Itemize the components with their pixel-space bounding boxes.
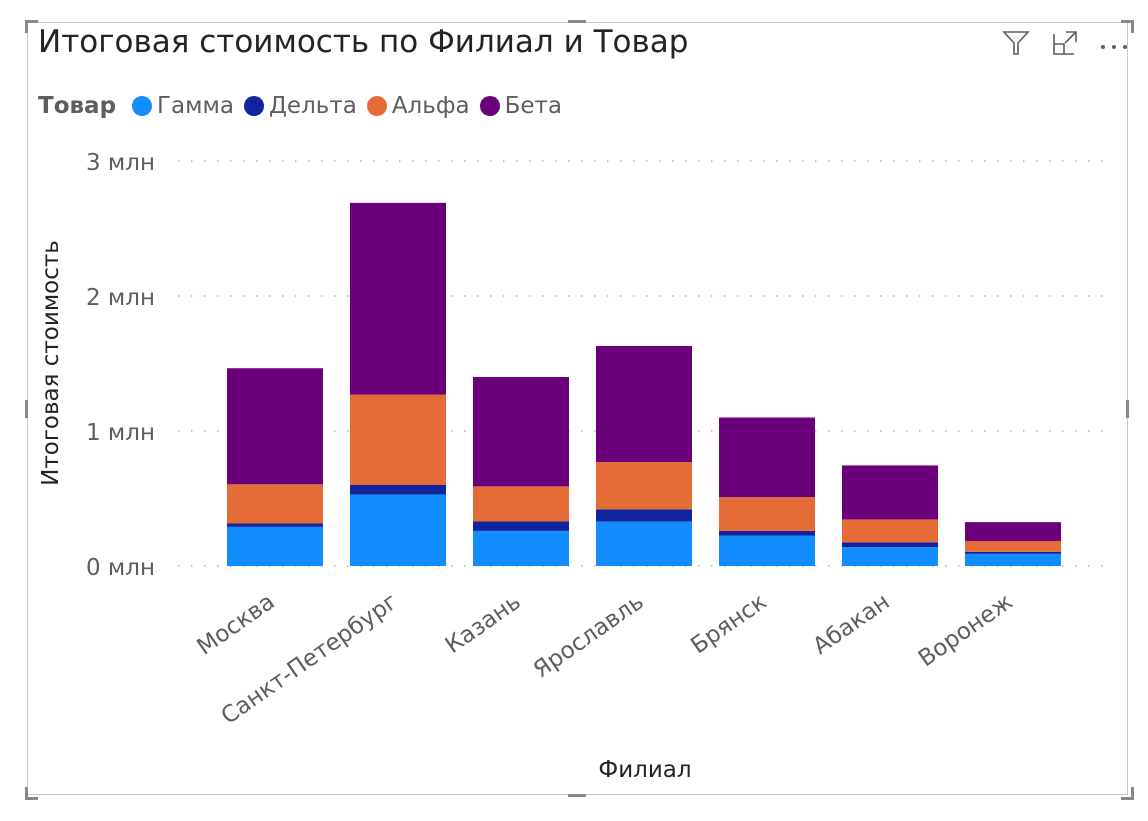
legend-dot-icon (479, 96, 500, 116)
legend-item-beta[interactable]: Бета (479, 93, 562, 119)
bar-segment-Санкт-Петербург-Дельта[interactable] (350, 485, 446, 495)
bar-segment-Воронеж-Альфа[interactable] (965, 541, 1061, 552)
resize-handle-left[interactable] (25, 400, 28, 418)
bar-segment-Брянск-Гамма[interactable] (719, 535, 815, 566)
resize-handle-right[interactable] (1126, 400, 1129, 418)
bar-segment-Абакан-Дельта[interactable] (842, 542, 938, 548)
x-tick-label: Брянск (686, 589, 771, 660)
bar-segment-Москва-Бета[interactable] (227, 368, 323, 485)
bar-segment-Санкт-Петербург-Гамма[interactable] (350, 494, 446, 566)
resize-handle-top[interactable] (568, 20, 586, 23)
bar-segment-Казань-Гамма[interactable] (473, 530, 569, 566)
bar-segment-Ярославль-Альфа[interactable] (596, 462, 692, 510)
legend-item-delta[interactable]: Дельта (243, 93, 357, 119)
legend: Товар Гамма Дельта Альфа Бета (38, 93, 572, 119)
x-tick-label: Абакан (808, 589, 894, 660)
legend-dot-icon (366, 96, 387, 116)
y-tick-label: 2 млн (86, 285, 155, 311)
bar-segment-Ярославль-Гамма[interactable] (596, 521, 692, 566)
bar-segment-Воронеж-Гамма[interactable] (965, 553, 1061, 566)
bar-segment-Казань-Дельта[interactable] (473, 521, 569, 531)
bar-segment-Воронеж-Дельта[interactable] (965, 551, 1061, 554)
bar-segment-Воронеж-Бета[interactable] (965, 522, 1061, 542)
resize-corner-tr[interactable] (1121, 20, 1134, 33)
resize-corner-bl[interactable] (25, 787, 38, 800)
bar-segment-Москва-Дельта[interactable] (227, 523, 323, 527)
y-tick-label: 3 млн (86, 150, 155, 176)
x-axis-title: Филиал (598, 757, 691, 783)
bar-segment-Брянск-Альфа[interactable] (719, 497, 815, 531)
resize-corner-tl[interactable] (25, 20, 38, 33)
more-options-icon[interactable] (1100, 36, 1128, 55)
x-tick-label: Москва (193, 589, 280, 661)
bar-segment-Ярославль-Дельта[interactable] (596, 509, 692, 522)
bar-segment-Санкт-Петербург-Альфа[interactable] (350, 394, 446, 485)
bar-segment-Абакан-Альфа[interactable] (842, 519, 938, 543)
bar-segment-Абакан-Бета[interactable] (842, 465, 938, 520)
y-tick-label: 1 млн (86, 420, 155, 446)
legend-item-alpha[interactable]: Альфа (366, 93, 470, 119)
bar-segment-Брянск-Дельта[interactable] (719, 530, 815, 536)
legend-item-gamma[interactable]: Гамма (132, 93, 234, 119)
resize-handle-bottom[interactable] (568, 794, 586, 797)
legend-title: Товар (38, 93, 117, 119)
bar-segment-Брянск-Бета[interactable] (719, 417, 815, 498)
bar-segment-Абакан-Гамма[interactable] (842, 547, 938, 566)
bar-segment-Ярославль-Бета[interactable] (596, 345, 692, 463)
x-tick-label: Ярославль (529, 589, 649, 684)
bar-segment-Казань-Альфа[interactable] (473, 486, 569, 522)
legend-dot-icon (243, 96, 264, 116)
bar-segment-Казань-Бета[interactable] (473, 377, 569, 487)
x-tick-label: Воронеж (914, 589, 1018, 672)
resize-corner-br[interactable] (1121, 787, 1134, 800)
y-tick-label: 0 млн (86, 555, 155, 581)
bar-segment-Санкт-Петербург-Бета[interactable] (350, 202, 446, 395)
filter-icon[interactable] (1002, 30, 1030, 60)
bar-segment-Москва-Альфа[interactable] (227, 484, 323, 524)
legend-dot-icon (132, 96, 153, 116)
focus-mode-icon[interactable] (1052, 30, 1078, 60)
bar-segment-Москва-Гамма[interactable] (227, 526, 323, 566)
x-tick-label: Казань (441, 589, 526, 659)
y-axis-title: Итоговая стоимость (38, 240, 64, 486)
chart-title: Итоговая стоимость по Филиал и Товар (38, 24, 689, 60)
